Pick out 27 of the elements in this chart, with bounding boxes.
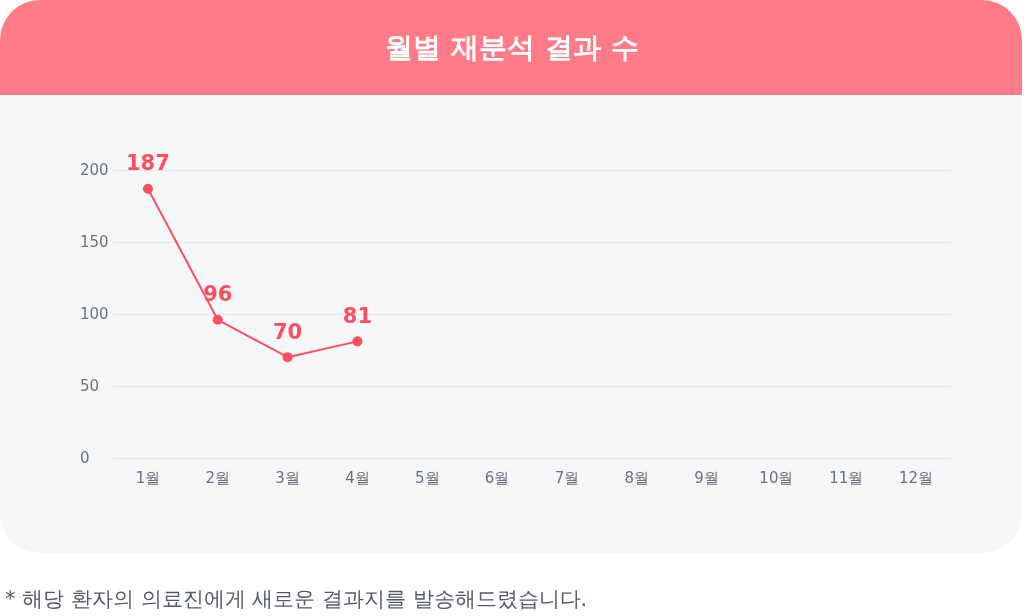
x-tick-label: 1월: [135, 468, 161, 487]
y-tick-label: 200: [80, 161, 109, 179]
point: [142, 183, 153, 194]
x-tick-label: 2월: [205, 468, 231, 487]
y-tick-label: 150: [80, 233, 109, 251]
x-tick-label: 7월: [554, 468, 580, 487]
y-tick-label: 50: [80, 377, 100, 395]
data-label: 96: [203, 282, 233, 307]
x-tick-label: 10월: [759, 468, 794, 487]
data-label: 81: [342, 303, 373, 328]
x-tick-label: 5월: [414, 468, 440, 487]
point: [212, 314, 223, 325]
y-tick-label: 0: [80, 449, 90, 467]
data-label: 187: [125, 151, 170, 176]
point: [352, 336, 363, 347]
x-tick-label: 11월: [829, 468, 864, 487]
x-tick-label: 9월: [694, 468, 719, 487]
point: [282, 352, 293, 363]
x-tick-label: 8월: [624, 468, 650, 487]
x-tick-label: 12월: [899, 468, 934, 487]
x-tick-label: 4월: [345, 468, 370, 487]
y-tick-label: 100: [80, 305, 109, 323]
x-tick-label: 3월: [275, 468, 300, 487]
chart-title: 월별 재분석 결과 수: [385, 30, 639, 64]
text: * 해당 환자의 의료진에게 새로운 결과지를 발송해드렸습니다.: [5, 586, 588, 611]
data-label: 70: [272, 319, 303, 344]
x-tick-label: 6월: [484, 468, 510, 487]
